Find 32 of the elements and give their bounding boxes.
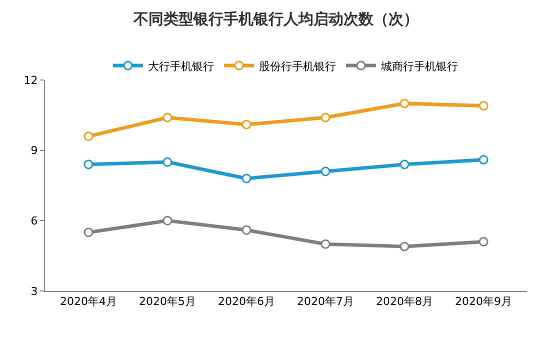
point [478, 154, 488, 164]
point [400, 98, 410, 108]
chart-title: 不同类型银行手机银行人均启动次数（次） [132, 10, 418, 28]
point [320, 239, 330, 249]
legend-label: 城商行手机银行 [380, 60, 458, 73]
y-tick-label: 6 [30, 214, 38, 228]
legend-label: 股份行手机银行 [259, 60, 336, 73]
point [320, 166, 330, 176]
point [162, 157, 172, 167]
point [478, 237, 488, 247]
point [84, 228, 94, 238]
y-tick-label: 9 [30, 144, 38, 158]
point [400, 160, 410, 170]
point [242, 225, 252, 235]
y-tick-label: 12 [24, 74, 38, 87]
x-tick-label: 2020年6月 [218, 295, 275, 308]
point [242, 174, 252, 184]
x-tick-label: 2020年8月 [376, 295, 434, 308]
point [400, 242, 410, 252]
legend-label: 大行手机银行 [148, 60, 214, 73]
point [162, 216, 172, 226]
point [162, 112, 172, 122]
point [84, 160, 94, 170]
point [242, 120, 252, 130]
x-tick-label: 2020年7月 [297, 295, 354, 308]
y-tick-label: 3 [30, 284, 38, 298]
x-tick-label: 2020年5月 [138, 295, 196, 308]
point [320, 112, 330, 122]
point [478, 101, 488, 111]
x-tick-label: 2020年9月 [455, 295, 512, 308]
point [84, 132, 94, 142]
x-tick-label: 2020年4月 [60, 295, 117, 308]
